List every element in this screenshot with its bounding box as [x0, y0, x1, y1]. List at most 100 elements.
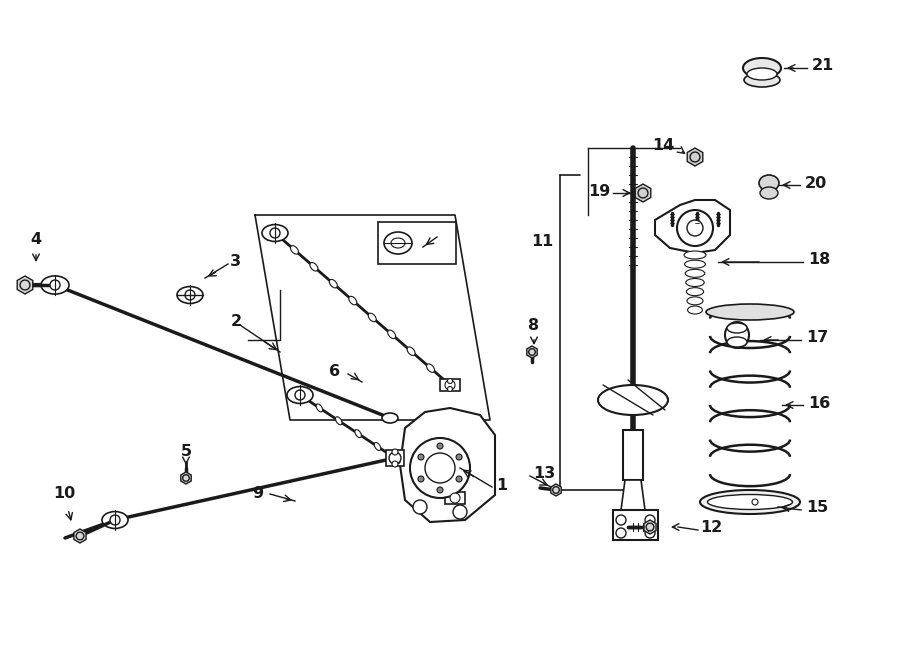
- Polygon shape: [445, 492, 465, 504]
- Ellipse shape: [50, 280, 60, 290]
- Ellipse shape: [336, 416, 342, 425]
- Circle shape: [418, 454, 424, 460]
- Polygon shape: [688, 148, 703, 166]
- Circle shape: [646, 523, 653, 531]
- Circle shape: [456, 454, 462, 460]
- Polygon shape: [613, 510, 658, 540]
- Circle shape: [437, 443, 443, 449]
- Circle shape: [418, 476, 424, 482]
- Ellipse shape: [41, 276, 69, 294]
- Circle shape: [392, 449, 398, 455]
- Text: 11: 11: [531, 235, 553, 249]
- Ellipse shape: [598, 385, 668, 415]
- Circle shape: [410, 438, 470, 498]
- Text: 12: 12: [700, 520, 722, 535]
- Ellipse shape: [384, 232, 412, 254]
- Ellipse shape: [310, 262, 318, 271]
- Ellipse shape: [287, 387, 313, 403]
- Text: 8: 8: [528, 319, 540, 334]
- Text: 17: 17: [806, 330, 828, 346]
- Ellipse shape: [316, 404, 322, 412]
- Circle shape: [447, 387, 453, 391]
- Polygon shape: [440, 379, 460, 391]
- Circle shape: [437, 487, 443, 493]
- Text: 3: 3: [230, 254, 240, 268]
- Ellipse shape: [688, 306, 702, 314]
- Circle shape: [687, 220, 703, 236]
- Circle shape: [528, 349, 536, 356]
- Text: 19: 19: [588, 184, 610, 198]
- Circle shape: [677, 210, 713, 246]
- Text: 9: 9: [252, 485, 264, 500]
- Ellipse shape: [329, 280, 338, 288]
- Circle shape: [450, 493, 460, 503]
- Text: 6: 6: [329, 364, 340, 379]
- Polygon shape: [623, 430, 643, 480]
- Ellipse shape: [432, 481, 439, 489]
- Text: 10: 10: [53, 486, 75, 502]
- Circle shape: [183, 475, 189, 481]
- Circle shape: [638, 188, 648, 198]
- Ellipse shape: [413, 468, 419, 476]
- Circle shape: [616, 528, 626, 538]
- Ellipse shape: [185, 290, 195, 300]
- Polygon shape: [655, 200, 730, 253]
- Polygon shape: [181, 472, 191, 484]
- Text: 20: 20: [805, 176, 827, 190]
- Circle shape: [392, 461, 398, 467]
- Ellipse shape: [407, 347, 415, 356]
- Ellipse shape: [355, 430, 362, 438]
- Ellipse shape: [382, 413, 398, 423]
- Text: 18: 18: [808, 253, 830, 268]
- Circle shape: [752, 499, 758, 505]
- Circle shape: [76, 532, 84, 540]
- Polygon shape: [621, 480, 645, 510]
- Ellipse shape: [686, 278, 704, 286]
- Ellipse shape: [700, 490, 800, 514]
- Circle shape: [413, 500, 427, 514]
- Text: 7: 7: [440, 227, 451, 243]
- Circle shape: [425, 453, 455, 483]
- Circle shape: [389, 452, 401, 464]
- Text: 2: 2: [230, 315, 241, 329]
- Ellipse shape: [685, 269, 705, 278]
- Ellipse shape: [725, 322, 749, 348]
- Ellipse shape: [684, 251, 706, 259]
- Circle shape: [616, 515, 626, 525]
- Polygon shape: [400, 408, 495, 522]
- Ellipse shape: [685, 260, 706, 268]
- Ellipse shape: [393, 455, 400, 463]
- Text: 5: 5: [180, 444, 192, 459]
- Ellipse shape: [110, 515, 120, 525]
- Text: 14: 14: [652, 137, 674, 153]
- Polygon shape: [551, 484, 562, 496]
- Ellipse shape: [270, 228, 280, 238]
- Text: 15: 15: [806, 500, 828, 516]
- Circle shape: [645, 515, 655, 525]
- Circle shape: [690, 152, 700, 162]
- Ellipse shape: [707, 494, 793, 510]
- Ellipse shape: [388, 330, 396, 338]
- Ellipse shape: [706, 304, 794, 320]
- Text: 21: 21: [812, 59, 834, 73]
- Circle shape: [553, 486, 559, 493]
- Polygon shape: [644, 520, 656, 534]
- Ellipse shape: [391, 238, 405, 248]
- Ellipse shape: [760, 187, 778, 199]
- Ellipse shape: [291, 246, 299, 254]
- Polygon shape: [526, 346, 537, 358]
- Circle shape: [445, 380, 455, 390]
- Bar: [378, 222, 456, 264]
- Ellipse shape: [349, 296, 356, 305]
- Polygon shape: [74, 529, 86, 543]
- Ellipse shape: [368, 313, 376, 322]
- Polygon shape: [635, 184, 651, 202]
- Ellipse shape: [744, 73, 780, 87]
- Ellipse shape: [727, 337, 747, 347]
- Text: 1: 1: [496, 477, 507, 492]
- Circle shape: [645, 528, 655, 538]
- Text: 13: 13: [533, 467, 555, 481]
- Polygon shape: [386, 450, 404, 466]
- Circle shape: [20, 280, 30, 290]
- Ellipse shape: [687, 288, 704, 295]
